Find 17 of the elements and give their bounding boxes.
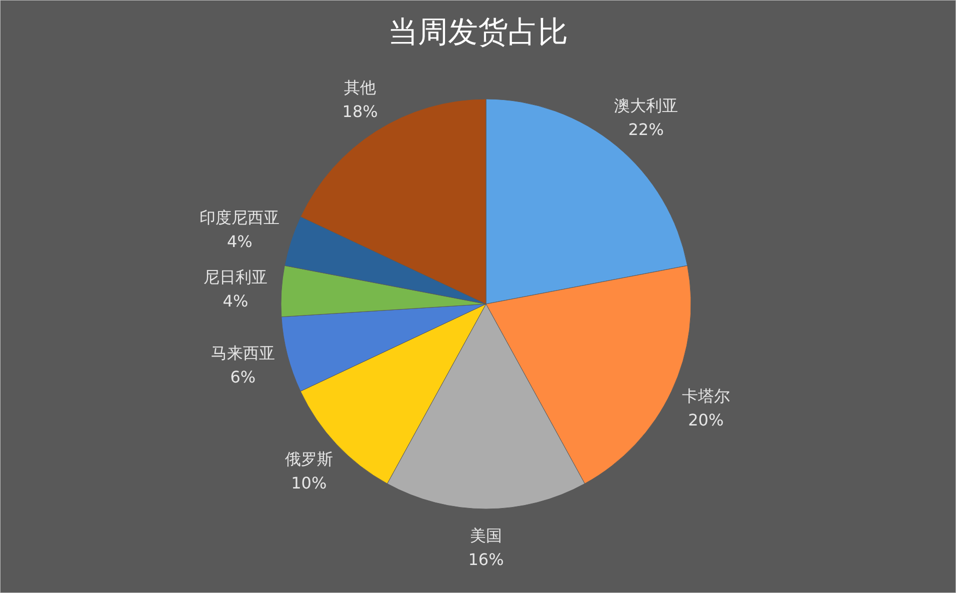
slice-label: 其他 bbox=[344, 78, 376, 97]
data-label: 20% bbox=[688, 410, 724, 430]
slice-label: 卡塔尔 bbox=[682, 386, 730, 406]
slice-label: 美国 bbox=[470, 526, 502, 545]
data-label: 16% bbox=[468, 550, 504, 569]
slice-label: 马来西亚 bbox=[210, 343, 275, 362]
slice-label: 印度尼西亚 bbox=[200, 208, 280, 227]
data-label: 18% bbox=[342, 102, 378, 121]
chart-title: 当周发货占比 bbox=[388, 15, 568, 50]
data-label: 6% bbox=[230, 367, 256, 386]
data-label: 4% bbox=[226, 232, 252, 251]
slice-label: 俄罗斯 bbox=[284, 449, 333, 468]
data-label: 4% bbox=[222, 292, 248, 311]
data-label: 10% bbox=[291, 473, 327, 492]
slice-label: 尼日利亚 bbox=[203, 268, 268, 287]
slice-label: 澳大利亚 bbox=[614, 96, 678, 115]
data-label: 22% bbox=[628, 120, 664, 139]
